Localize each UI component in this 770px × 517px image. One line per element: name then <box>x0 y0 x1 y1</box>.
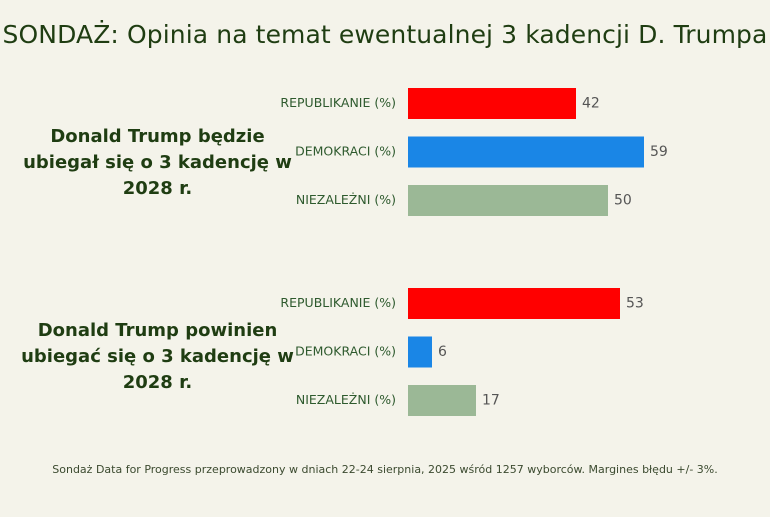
bar-demokraci-g2 <box>408 336 432 368</box>
bar-republikanie-g1 <box>408 88 576 119</box>
bar-niezalezni-g2 <box>408 385 476 416</box>
value-label-republikanie-g2: 53 <box>626 296 644 312</box>
category-label-republikanie-g1: REPUBLIKANIE (%) <box>280 95 396 110</box>
category-label-niezalezni-g1: NIEZALEŻNI (%) <box>296 192 396 207</box>
footnote: Sondaż Data for Progress przeprowadzony … <box>52 463 718 476</box>
value-label-niezalezni-g1: 50 <box>614 193 632 209</box>
value-label-niezalezni-g2: 17 <box>482 393 500 409</box>
group-label-2: Donald Trump powinien ubiegać się o 3 ka… <box>21 320 294 393</box>
category-label-demokraci-g2: DEMOKRACI (%) <box>295 344 396 359</box>
value-label-demokraci-g2: 6 <box>438 344 447 360</box>
bar-niezalezni-g1 <box>408 185 608 216</box>
group-label-1: Donald Trump będzie ubiegał się o 3 kade… <box>23 126 292 199</box>
category-label-demokraci-g1: DEMOKRACI (%) <box>295 144 396 159</box>
chart-title: SONDAŻ: Opinia na temat ewentualnej 3 ka… <box>2 20 768 49</box>
category-label-niezalezni-g2: NIEZALEŻNI (%) <box>296 392 396 407</box>
value-label-demokraci-g1: 59 <box>650 144 668 160</box>
bar-demokraci-g1 <box>408 136 644 168</box>
category-label-republikanie-g2: REPUBLIKANIE (%) <box>280 295 396 310</box>
bar-republikanie-g2 <box>408 288 620 319</box>
value-label-republikanie-g1: 42 <box>582 96 600 112</box>
